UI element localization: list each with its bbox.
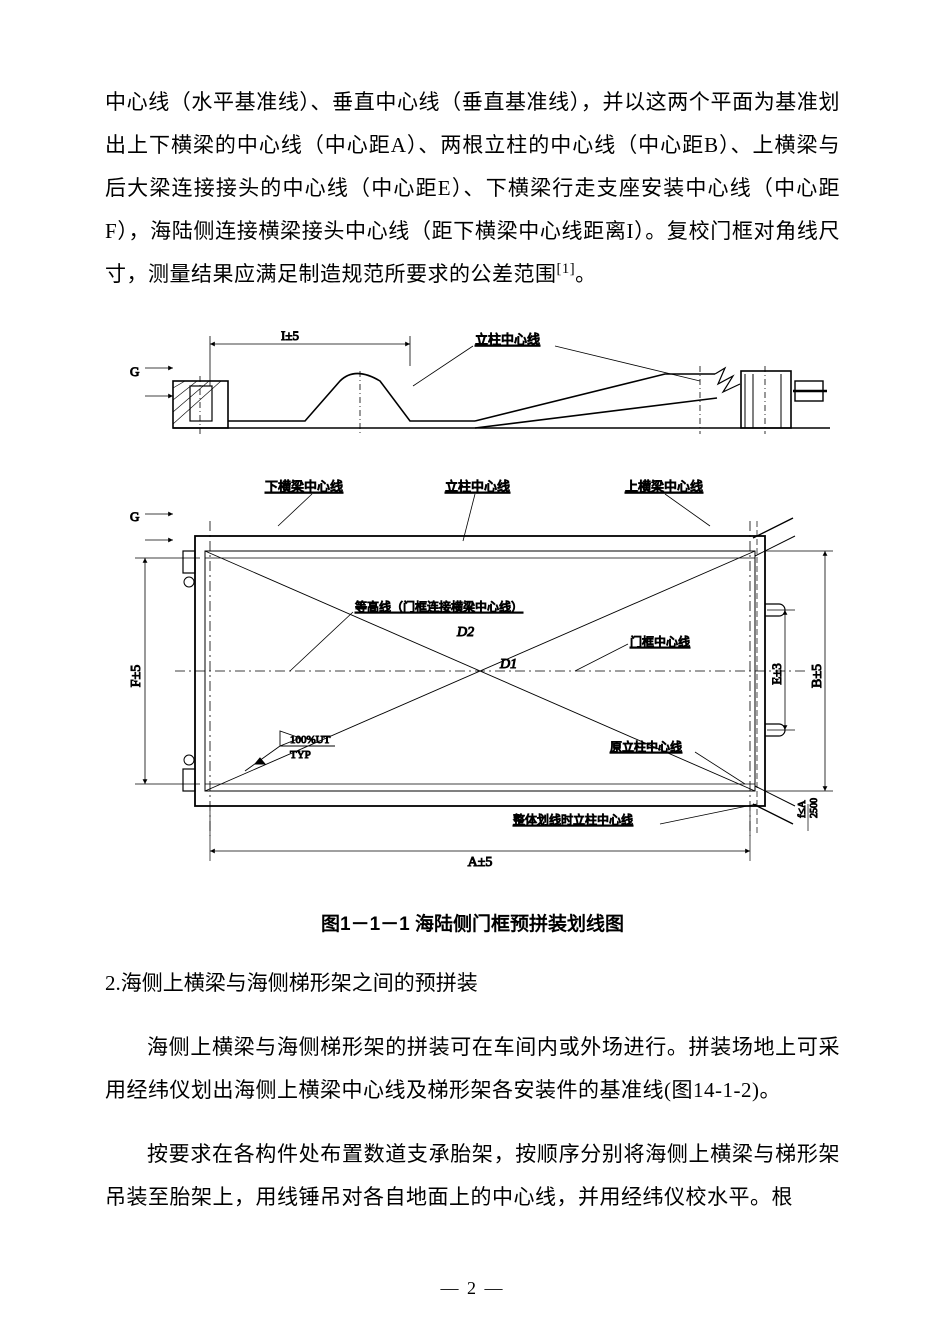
- dim-A-label: A±5: [468, 855, 493, 870]
- label-contour: 等高线（门框连接横梁中心线）: [355, 599, 523, 614]
- paragraph-1: 中心线（水平基准线）、垂直中心线（垂直基准线），并以这两个平面为基准划出上下横梁…: [105, 81, 840, 296]
- label-frame-center: 门框中心线: [630, 634, 690, 649]
- label-D2: D2: [456, 625, 474, 640]
- label-column-center-plan: 立柱中心线: [445, 479, 510, 494]
- dim-f-bottom: 2500: [809, 798, 820, 818]
- label-G-top: G: [130, 364, 139, 379]
- paragraph-1-text: 中心线（水平基准线）、垂直中心线（垂直基准线），并以这两个平面为基准划出上下横梁…: [105, 90, 840, 286]
- dim-F-label: F±5: [129, 665, 144, 687]
- paragraph-2: 海侧上横梁与海侧梯形架的拼装可在车间内或外场进行。拼装场地上可采用经纬仪划出海侧…: [105, 1026, 840, 1112]
- label-whole-line-column-center: 整体划线时立柱中心线: [513, 812, 633, 827]
- diagram-svg: I±5 立柱中心线 G: [105, 326, 840, 881]
- dim-f-fraction: f≤A 2500: [796, 798, 820, 831]
- label-lower-beam-center: 下横梁中心线: [265, 479, 343, 494]
- figure-1-1-1: I±5 立柱中心线 G: [105, 326, 840, 881]
- label-D1: D1: [499, 657, 517, 672]
- dim-B-label: B±5: [810, 664, 825, 688]
- figure-caption: 图1－1－1 海陆侧门框预拼装划线图: [105, 909, 840, 936]
- paragraph-3: 按要求在各构件处布置数道支承胎架，按顺序分别将海侧上横梁与梯形架吊装至胎架上，用…: [105, 1133, 840, 1219]
- dim-f-top: f≤A: [796, 801, 808, 819]
- label-typ: TYP: [290, 749, 311, 761]
- document-page: 中心线（水平基准线）、垂直中心线（垂直基准线），并以这两个平面为基准划出上下横梁…: [0, 0, 945, 1337]
- weld-flag: 100%UT TYP: [245, 731, 335, 771]
- label-original-column-center: 原立柱中心线: [610, 739, 682, 754]
- paragraph-1-ref: [1]: [557, 261, 576, 277]
- label-ut: 100%UT: [290, 734, 331, 746]
- paragraph-1-tail: 。: [575, 262, 597, 286]
- dim-E-label: E±3: [769, 663, 784, 685]
- label-column-center-top: 立柱中心线: [475, 332, 540, 347]
- top-view-group: I±5 立柱中心线 G: [130, 328, 830, 434]
- page-number: — 2 —: [0, 1278, 945, 1299]
- section-2-heading: 2.海侧上横梁与海侧梯形架之间的预拼装: [105, 962, 840, 1005]
- plan-view-group: 下横梁中心线 立柱中心线 上横梁中心线 G: [129, 479, 833, 870]
- dim-I-label: I±5: [281, 328, 299, 343]
- label-G-plan: G: [130, 509, 139, 524]
- label-upper-beam-center: 上横梁中心线: [625, 479, 703, 494]
